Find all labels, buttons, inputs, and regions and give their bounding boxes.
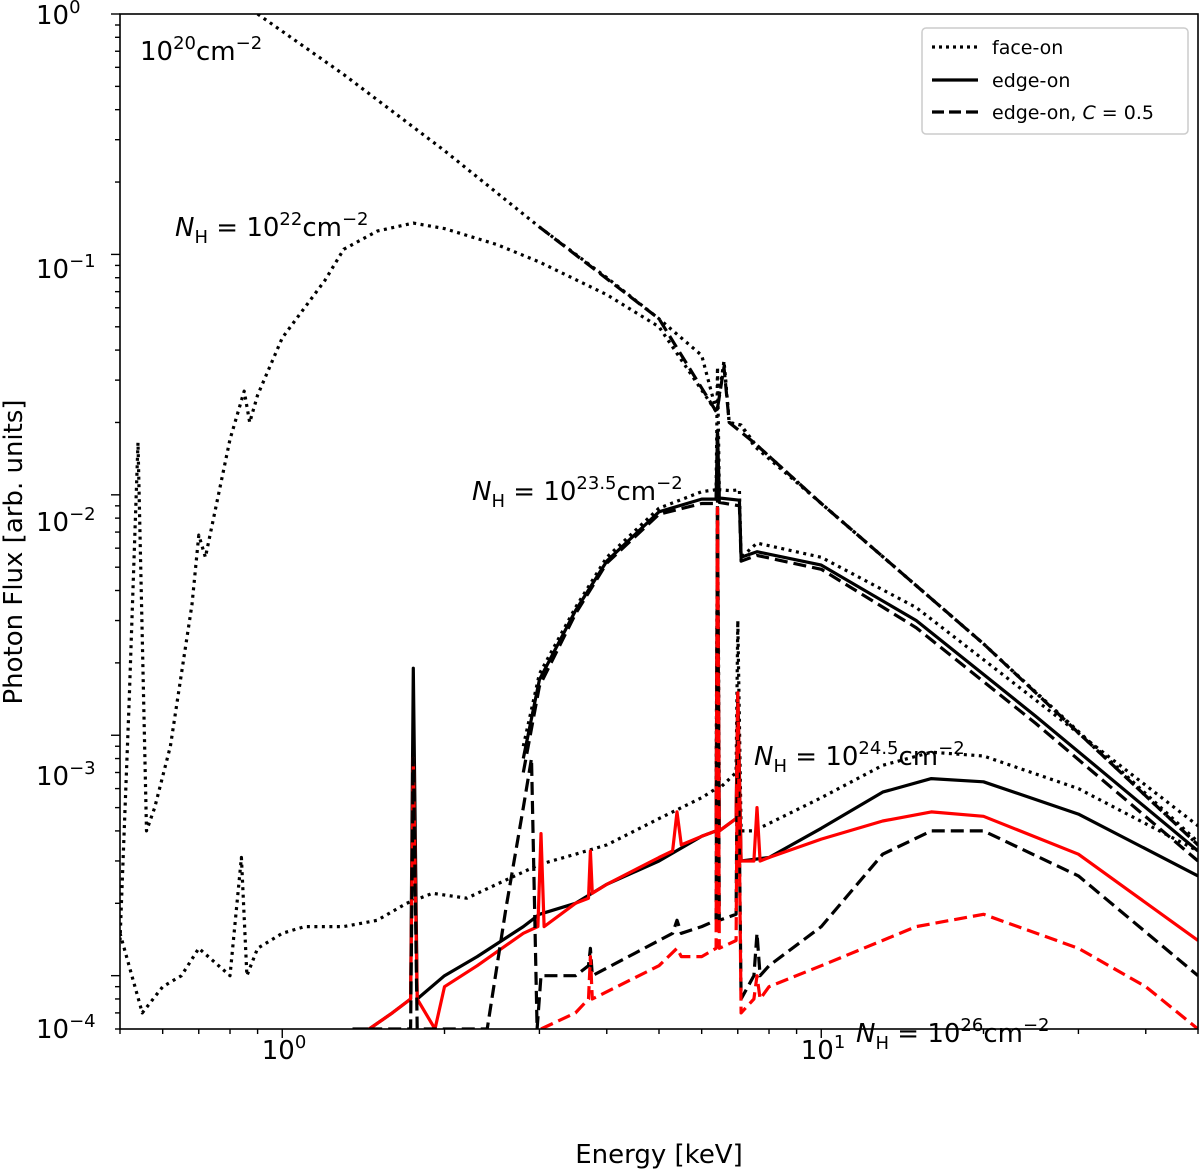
series-line — [540, 506, 1198, 1029]
legend-label-face-on: face-on — [992, 37, 1063, 59]
series-line — [120, 495, 1198, 1015]
y-tick-label: 10−4 — [36, 1011, 96, 1045]
series-line — [369, 506, 1198, 1029]
annotation-nh24-5: NH = 1024.5cm−2 — [754, 738, 965, 777]
y-axis-label: Photon Flux [arb. units] — [0, 399, 29, 704]
y-axis-ticks — [111, 13, 120, 1030]
x-axis-label: Energy [keV] — [575, 1140, 743, 1170]
annotation-nh26: NH = 1026cm−2 — [856, 1015, 1050, 1054]
y-tick-label: 10−1 — [36, 251, 96, 285]
series-line — [538, 225, 1198, 847]
annotation-nh23-5: NH = 1023.5cm−2 — [472, 473, 683, 512]
series-line — [521, 431, 1198, 863]
legend-label-edge-on-c05: edge-on, C = 0.5 — [992, 102, 1154, 124]
annotation-nh22: NH = 1022cm−2 — [175, 209, 369, 248]
x-axis-tick-labels: 100 101 — [262, 1032, 846, 1066]
legend-label-edge-on: edge-on — [992, 70, 1070, 92]
series-line — [368, 506, 1198, 1029]
plot-frame — [119, 13, 1199, 1030]
y-tick-label: 100 — [36, 0, 81, 31]
x-axis-ticks — [119, 1029, 1199, 1038]
x-tick-label: 100 — [262, 1032, 307, 1066]
series-line — [256, 14, 1198, 844]
annotations: 1020cm−2 NH = 1022cm−2 NH = 1023.5cm−2 N… — [140, 33, 1050, 1054]
y-axis-tick-labels: 100 10−1 10−2 10−3 10−4 — [36, 0, 96, 1045]
legend: face-on edge-on edge-on, C = 0.5 — [921, 27, 1189, 135]
y-tick-label: 10−2 — [36, 504, 96, 538]
series-line — [120, 221, 1198, 941]
legend-box — [921, 27, 1189, 135]
series-layer — [120, 14, 1198, 1029]
x-tick-label: 101 — [801, 1032, 846, 1066]
y-tick-label: 10−3 — [36, 758, 96, 792]
annotation-nh20: 1020cm−2 — [140, 33, 262, 67]
